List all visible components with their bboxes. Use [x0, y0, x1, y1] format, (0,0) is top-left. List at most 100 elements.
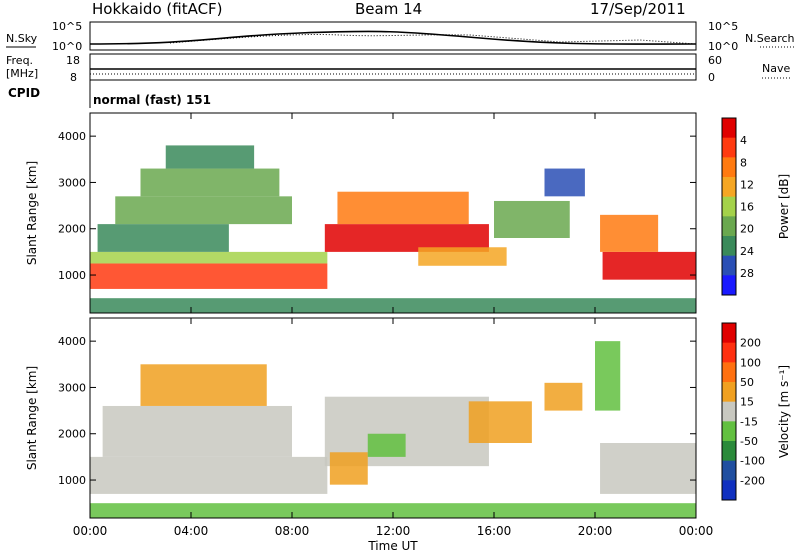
freq-unit-label: [MHz] — [6, 67, 38, 80]
velocity-ytick-label-0: 1000 — [58, 474, 86, 487]
power-ytick-label-1: 2000 — [58, 223, 86, 236]
power-band-4 — [140, 168, 280, 197]
power-colorbar-swatch-6 — [722, 236, 736, 257]
power-colorbar-swatch-5 — [722, 216, 736, 237]
nsky-trace — [89, 30, 697, 45]
beam-label: Beam 14 — [355, 0, 422, 18]
velocity-ytick-label-1: 2000 — [58, 428, 86, 441]
xtick-label-2: 08:00 — [275, 524, 310, 538]
cpid-value: normal (fast) 151 — [93, 93, 211, 107]
freq-panel — [89, 53, 697, 81]
velocity-colorbar-swatch-4 — [722, 401, 736, 422]
velocity-band-2 — [140, 364, 267, 406]
velocity-band-7 — [544, 382, 583, 411]
velocity-colorbar-label: Velocity [m s⁻¹] — [777, 365, 791, 458]
station-title: Hokkaido (fitACF) — [92, 0, 223, 18]
velocity-band-8 — [600, 443, 696, 494]
power-colorbar-tick-5: 24 — [740, 245, 754, 258]
nave-tick-top: 60 — [708, 54, 722, 67]
nsky-tick-bottom: 10^0 — [52, 40, 82, 53]
power-colorbar-swatch-1 — [722, 137, 736, 158]
velocity-colorbar-swatch-1 — [722, 342, 736, 363]
power-colorbar-frame — [721, 117, 737, 296]
velocity-band-0 — [90, 456, 328, 494]
nsearch-tick-bottom: 10^0 — [708, 40, 738, 53]
power-colorbar-swatch-8 — [722, 275, 736, 296]
velocity-colorbar-swatch-2 — [722, 362, 736, 383]
power-band-7 — [337, 191, 469, 225]
xtick-label-1: 04:00 — [174, 524, 209, 538]
power-ylabel: Slant Range [km] — [25, 161, 39, 265]
velocity-colorbar-tick-7: -200 — [740, 474, 765, 487]
xlabel: Time UT — [367, 539, 418, 553]
power-band-12 — [600, 214, 659, 252]
power-band-1 — [90, 251, 328, 264]
power-ytick-label-2: 3000 — [58, 176, 86, 189]
power-band-9 — [494, 200, 570, 238]
power-colorbar-swatch-2 — [722, 157, 736, 178]
power-colorbar-swatch-7 — [722, 255, 736, 276]
velocity-colorbar-swatch-8 — [722, 480, 736, 501]
velocity-band-9 — [595, 341, 621, 411]
velocity-colorbar-tick-6: -100 — [740, 455, 765, 468]
xtick-label-6: 00:00 — [679, 524, 714, 538]
nave-tick-bottom: 0 — [708, 71, 715, 84]
velocity-colorbar-swatch-6 — [722, 441, 736, 462]
nave-label: Nave — [762, 62, 790, 75]
power-colorbar-tick-6: 28 — [740, 267, 754, 280]
velocity-colorbar-tick-2: 50 — [740, 376, 754, 389]
velocity-colorbar-swatch-0 — [722, 323, 736, 344]
velocity-colorbar-frame — [721, 322, 737, 501]
date-label: 17/Sep/2011 — [590, 0, 686, 18]
velocity-ytick-label-2: 3000 — [58, 381, 86, 394]
velocity-band-10 — [90, 503, 696, 518]
velocity-colorbar-tick-3: 15 — [740, 396, 754, 409]
velocity-colorbar-swatch-7 — [722, 460, 736, 481]
nsearch-tick-top: 10^5 — [708, 20, 738, 33]
nsky-panel — [89, 21, 697, 51]
xtick-label-5: 20:00 — [578, 524, 613, 538]
power-colorbar-swatch-4 — [722, 196, 736, 217]
power-colorbar-swatch-3 — [722, 177, 736, 198]
velocity-colorbar-tick-5: -50 — [740, 435, 758, 448]
power-colorbar-tick-1: 8 — [740, 156, 747, 169]
velocity-band-4 — [329, 452, 368, 485]
velocity-panel: 1000 2000 3000 4000 Slant Range [km] 200 100 50… — [25, 317, 791, 553]
freq-tick-top: 18 — [66, 54, 80, 67]
nsearch-trace — [169, 33, 697, 45]
power-band-11 — [602, 251, 696, 280]
xtick-label-0: 00:00 — [73, 524, 108, 538]
power-colorbar-label: Power [dB] — [777, 174, 791, 239]
power-band-5 — [165, 145, 255, 169]
power-band-2 — [97, 224, 229, 252]
power-band-8 — [418, 247, 507, 266]
cpid-label: CPID — [8, 86, 40, 100]
nsky-label: N.Sky — [6, 32, 38, 45]
power-ytick-label-3: 4000 — [58, 130, 86, 143]
power-band-10 — [544, 168, 585, 197]
velocity-ytick-label-3: 4000 — [58, 335, 86, 348]
velocity-colorbar-swatch-5 — [722, 421, 736, 442]
xtick-label-4: 16:00 — [477, 524, 512, 538]
nsky-tick-top: 10^5 — [52, 20, 82, 33]
velocity-band-1 — [102, 405, 292, 457]
power-colorbar-tick-4: 20 — [740, 223, 754, 236]
velocity-colorbar-tick-4: -15 — [740, 415, 758, 428]
power-band-3 — [115, 196, 292, 225]
power-panel: 1000 2000 3000 4000 Slant Range [km] 4 8 12 16 20… — [25, 112, 791, 314]
freq-label: Freq. — [6, 54, 33, 67]
power-colorbar-swatch-0 — [722, 118, 736, 139]
velocity-band-6 — [468, 401, 532, 443]
power-band-0 — [90, 263, 328, 289]
xtick-label-3: 12:00 — [376, 524, 411, 538]
velocity-ylabel: Slant Range [km] — [25, 366, 39, 470]
velocity-colorbar-swatch-3 — [722, 382, 736, 403]
velocity-colorbar-tick-0: 200 — [740, 337, 761, 350]
velocity-colorbar-tick-1: 100 — [740, 356, 761, 369]
nsearch-label: N.Search — [745, 32, 795, 45]
power-ytick-label-0: 1000 — [58, 269, 86, 282]
power-colorbar-tick-2: 12 — [740, 178, 754, 191]
power-colorbar-tick-0: 4 — [740, 134, 747, 147]
freq-tick-bottom: 8 — [70, 71, 77, 84]
velocity-band-5 — [367, 433, 406, 457]
